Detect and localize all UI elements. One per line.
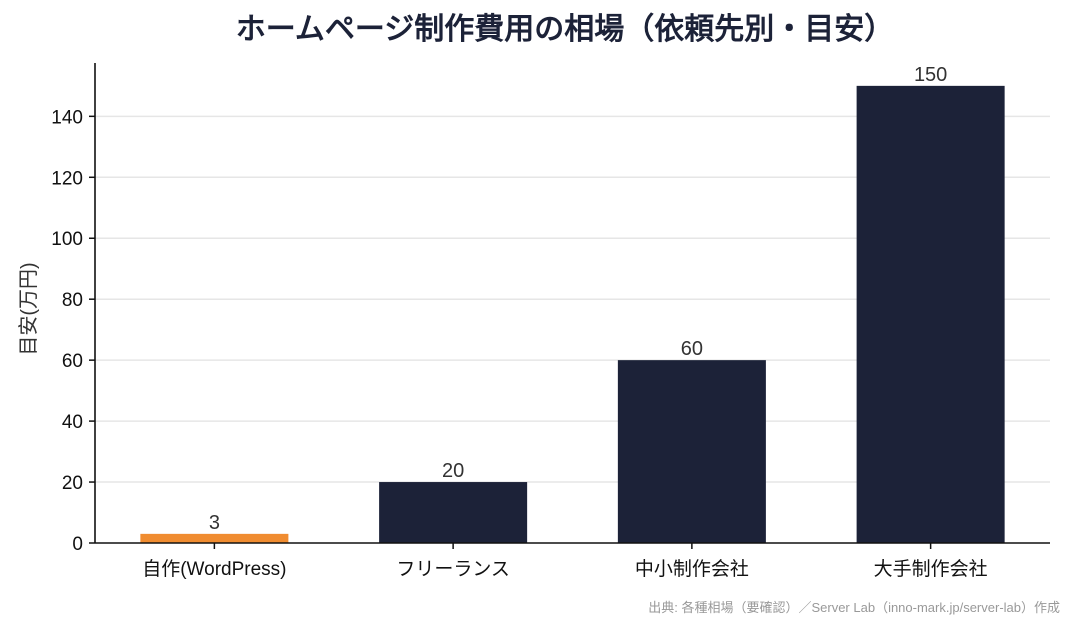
bars <box>140 85 1005 543</box>
data-labels: 3 20 60 150 <box>209 64 948 534</box>
x-tick-label: フリーランス <box>396 559 510 580</box>
y-tick-label: 40 <box>62 412 83 433</box>
x-tick-label: 大手制作会社 <box>874 558 988 580</box>
x-tick-label: 中小制作会社 <box>635 558 749 580</box>
y-ticks: 0 20 40 60 80 100 120 140 <box>51 107 95 555</box>
bar <box>856 85 1005 543</box>
y-tick-label: 20 <box>62 473 83 494</box>
data-label: 3 <box>209 512 220 534</box>
bar <box>617 360 766 543</box>
y-tick-label: 120 <box>51 168 83 189</box>
y-axis-label: 目安(万円) <box>17 262 40 355</box>
chart-title: ホームページ制作費用の相場（依頼先別・目安） <box>236 12 895 47</box>
x-tick-label: 自作(WordPress) <box>142 558 286 580</box>
bar <box>379 482 528 543</box>
grid-lines <box>95 115 1050 483</box>
x-ticks: 自作(WordPress) フリーランス 中小制作会社 大手制作会社 <box>142 543 988 580</box>
data-label: 60 <box>681 338 703 360</box>
y-tick-label: 80 <box>62 290 83 311</box>
y-tick-label: 140 <box>51 107 83 128</box>
y-tick-label: 100 <box>51 229 83 250</box>
source-note: 出典: 各種相場（要確認）／Server Lab（inno-mark.jp/se… <box>648 600 1060 615</box>
y-tick-label: 60 <box>62 351 83 372</box>
data-label: 150 <box>914 64 947 86</box>
data-label: 20 <box>442 460 464 482</box>
bar <box>140 533 289 543</box>
y-tick-label: 0 <box>72 534 83 555</box>
